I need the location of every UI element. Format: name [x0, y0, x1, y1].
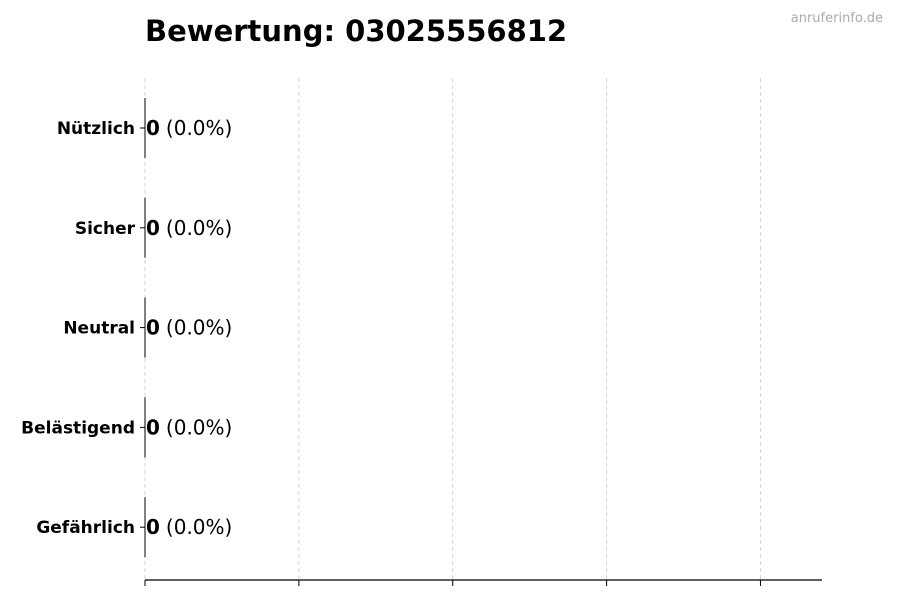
y-tick-label: Belästigend [21, 418, 135, 438]
data-label-percent: (0.0%) [166, 515, 232, 539]
data-label: 0 (0.0%) [146, 216, 232, 240]
y-tick-label: Gefährlich [36, 518, 135, 538]
data-label: 0 (0.0%) [146, 515, 232, 539]
data-label: 0 (0.0%) [146, 316, 232, 340]
data-label-count: 0 [146, 316, 160, 340]
y-tick-label: Sicher [75, 219, 136, 239]
y-tick-label: Nützlich [57, 119, 135, 139]
data-label-count: 0 [146, 415, 160, 439]
data-label-percent: (0.0%) [166, 216, 232, 240]
grid-lines [144, 78, 761, 580]
data-label-percent: (0.0%) [166, 316, 232, 340]
data-label-percent: (0.0%) [166, 415, 232, 439]
watermark: anruferinfo.de [791, 11, 883, 26]
data-label-percent: (0.0%) [166, 116, 232, 140]
data-label: 0 (0.0%) [146, 116, 232, 140]
data-label: 0 (0.0%) [146, 415, 232, 439]
y-tick-label: Neutral [63, 319, 135, 339]
data-label-count: 0 [146, 216, 160, 240]
data-label-count: 0 [146, 116, 160, 140]
bars: 0 (0.0%)0 (0.0%)0 (0.0%)0 (0.0%)0 (0.0%) [144, 98, 232, 558]
data-label-count: 0 [146, 515, 160, 539]
x-axis: Nützlich Sicher Neutral Belästigend Gefährli… [21, 119, 822, 586]
chart-title: Bewertung: 03025556812 [145, 14, 567, 48]
